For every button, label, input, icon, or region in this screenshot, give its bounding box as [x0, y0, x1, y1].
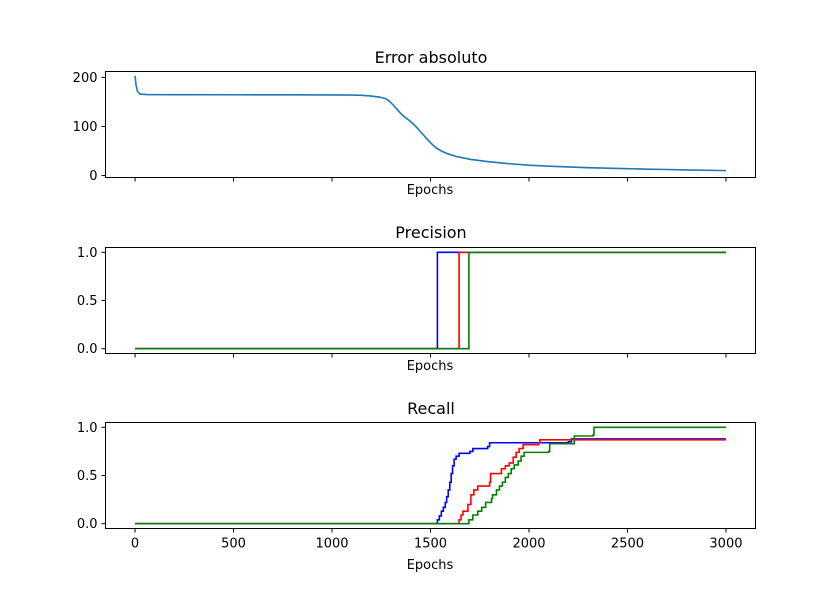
series-line-0 — [134, 75, 726, 172]
x-ticks — [134, 177, 727, 182]
x-axis-label: Epochs — [407, 359, 454, 374]
x-tick-label: 0 — [131, 537, 139, 552]
x-axis-label: Epochs — [407, 183, 454, 198]
plot-frame — [105, 71, 756, 178]
x-tick-label: 2500 — [611, 537, 644, 552]
x-ticks: 0 500 1000 1500 2000 2500 3000 — [131, 528, 743, 552]
panel-error-absoluto: Error absoluto 0 100 200 Epochs — [73, 48, 756, 198]
series-line-0 — [135, 438, 726, 525]
y-tick-label: 0.0 — [77, 342, 98, 357]
series-line-2 — [135, 251, 726, 350]
y-tick-label: 0.5 — [77, 469, 98, 484]
plot-frame — [105, 247, 756, 354]
chart-title: Precision — [395, 223, 466, 242]
y-tick-label: 200 — [73, 71, 98, 86]
y-tick-label: 1.0 — [77, 246, 98, 261]
y-ticks: 0 100 200 — [73, 71, 106, 184]
x-axis-label: Epochs — [407, 558, 454, 573]
x-tick-label: 3000 — [709, 537, 742, 552]
x-tick-label: 500 — [221, 537, 246, 552]
series-line-0 — [135, 251, 726, 350]
plot-frame — [105, 422, 756, 529]
chart-title: Error absoluto — [375, 48, 488, 67]
panel-recall: Recall 0 500 1000 1500 2000 2500 3000 0.0 0.5 1.… — [77, 399, 756, 573]
y-ticks: 0.0 0.5 1.0 — [77, 421, 106, 532]
y-tick-label: 0.0 — [77, 517, 98, 532]
series-layer — [135, 251, 726, 350]
y-tick-label: 0 — [89, 169, 97, 184]
x-ticks — [134, 353, 727, 358]
y-ticks: 0.0 0.5 1.0 — [77, 246, 106, 357]
series-line-2 — [135, 426, 726, 525]
y-tick-label: 0.5 — [77, 294, 98, 309]
x-tick-label: 1000 — [315, 537, 348, 552]
y-tick-label: 100 — [73, 120, 98, 135]
y-tick-label: 1.0 — [77, 421, 98, 436]
x-tick-label: 1500 — [414, 537, 447, 552]
panel-precision: Precision 0.0 0.5 1.0 Epochs — [77, 223, 756, 374]
chart-title: Recall — [407, 399, 455, 418]
x-tick-label: 2000 — [512, 537, 545, 552]
series-layer — [135, 426, 726, 525]
series-line-1 — [135, 439, 726, 525]
series-line-1 — [135, 251, 726, 350]
series-layer — [134, 75, 726, 172]
